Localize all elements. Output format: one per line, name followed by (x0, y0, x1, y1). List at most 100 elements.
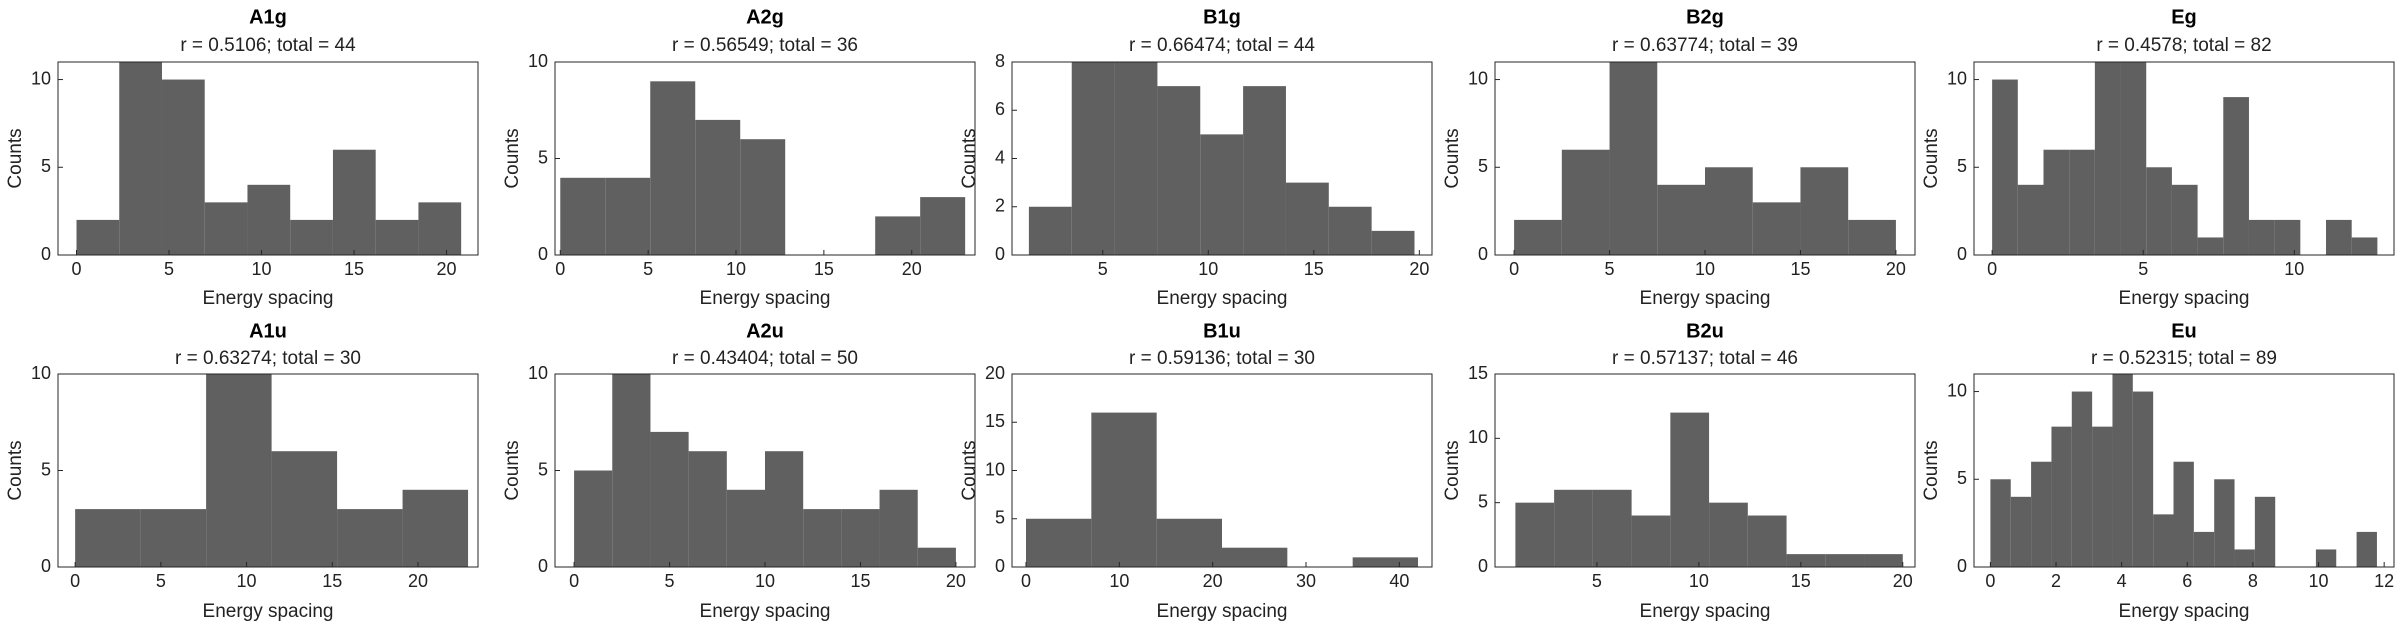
panel-title: Eg (2171, 6, 2197, 28)
bar (1554, 489, 1593, 567)
bar (650, 431, 689, 567)
x-tick-label: 20 (946, 571, 966, 591)
x-tick-label: 0 (1509, 259, 1519, 279)
x-axis-label: Energy spacing (1640, 288, 1771, 309)
bar (2043, 149, 2070, 255)
bar (271, 451, 338, 567)
x-tick-label: 8 (2248, 571, 2258, 591)
bar (917, 547, 956, 567)
bar (1514, 219, 1562, 255)
y-axis-label: Counts (959, 128, 980, 188)
bar (2017, 184, 2044, 255)
x-tick-label: 10 (2309, 571, 2329, 591)
x-tick-label: 0 (555, 259, 565, 279)
bar (1561, 149, 1610, 255)
bar (695, 119, 741, 256)
y-axis-label: Counts (1442, 440, 1463, 500)
bar (2356, 531, 2377, 567)
bar (740, 139, 786, 255)
x-tick-label: 10 (252, 259, 272, 279)
y-tick-label: 10 (1947, 68, 1967, 88)
x-tick-label: 20 (408, 571, 428, 591)
panel-title: B1g (1203, 6, 1241, 28)
bar (1285, 182, 1329, 255)
bar (1864, 554, 1903, 567)
panel-title: A2g (746, 6, 784, 28)
x-tick-label: 15 (1791, 571, 1811, 591)
bar (2069, 149, 2095, 255)
bar (2071, 391, 2093, 567)
y-tick-label: 10 (528, 51, 548, 71)
bar (879, 489, 918, 567)
bar (402, 489, 469, 567)
panel-subtitle: r = 0.4578; total = 82 (2096, 35, 2271, 56)
panel-subtitle: r = 0.66474; total = 44 (1129, 35, 1315, 56)
bar (875, 216, 921, 255)
y-axis-label: Counts (959, 440, 980, 500)
bar (161, 79, 205, 255)
y-tick-label: 5 (1478, 156, 1488, 176)
panel-subtitle: r = 0.52315; total = 89 (2091, 348, 2277, 369)
x-axis-label: Energy spacing (203, 288, 334, 309)
x-axis-label: Energy spacing (700, 288, 831, 309)
y-tick-label: 10 (31, 363, 51, 383)
bar (119, 62, 162, 255)
panel-title: A1u (249, 320, 287, 342)
axes-box (1494, 373, 1916, 568)
bar (1992, 79, 2018, 255)
panel-title: B2g (1686, 6, 1724, 28)
bar (2315, 549, 2337, 567)
y-tick-label: 0 (538, 556, 548, 576)
bar (1157, 86, 1201, 255)
panel-title: A2u (746, 320, 784, 342)
x-tick-label: 15 (322, 571, 342, 591)
panel-subtitle: r = 0.59136; total = 30 (1129, 348, 1315, 369)
bar (2112, 374, 2133, 567)
x-tick-label: 15 (1790, 259, 1810, 279)
x-tick-label: 20 (437, 259, 457, 279)
bar (1515, 502, 1555, 567)
x-tick-label: 2 (2051, 571, 2061, 591)
bar (920, 197, 966, 255)
bar (2351, 237, 2378, 255)
bar (1752, 202, 1801, 255)
x-tick-label: 0 (70, 571, 80, 591)
bar (2010, 496, 2032, 567)
x-tick-label: 6 (2182, 571, 2192, 591)
y-tick-label: 5 (1957, 156, 1967, 176)
bar (803, 509, 842, 567)
x-tick-label: 0 (1021, 571, 1031, 591)
x-tick-label: 5 (665, 571, 675, 591)
x-tick-label: 5 (156, 571, 166, 591)
x-tick-label: 10 (1689, 571, 1709, 591)
x-tick-label: 5 (643, 259, 653, 279)
y-tick-label: 0 (41, 556, 51, 576)
bar (2193, 531, 2215, 567)
axes-box (1973, 373, 2395, 568)
bar (1243, 86, 1286, 255)
bar (2326, 219, 2352, 255)
bar (2120, 62, 2147, 255)
x-tick-label: 5 (2138, 259, 2148, 279)
bar (418, 202, 462, 255)
bar (2031, 461, 2052, 567)
x-tick-label: 5 (1098, 259, 1108, 279)
x-tick-label: 20 (1203, 571, 1223, 591)
y-tick-label: 0 (538, 244, 548, 264)
x-axis-label: Energy spacing (2119, 601, 2250, 622)
y-tick-label: 10 (985, 459, 1005, 479)
y-axis-label: Counts (1921, 128, 1942, 188)
x-tick-label: 10 (2284, 259, 2304, 279)
bar (2214, 479, 2235, 567)
x-tick-label: 10 (1695, 259, 1715, 279)
x-tick-label: 5 (1605, 259, 1615, 279)
panel-subtitle: r = 0.57137; total = 46 (1612, 348, 1798, 369)
panel-subtitle: r = 0.43404; total = 50 (672, 348, 858, 369)
x-tick-label: 0 (1985, 571, 1995, 591)
x-tick-label: 5 (164, 259, 174, 279)
y-axis-label: Counts (1921, 440, 1942, 500)
x-tick-label: 40 (1389, 571, 1409, 591)
panel-title: Eu (2171, 320, 2197, 342)
bar (1028, 206, 1072, 255)
